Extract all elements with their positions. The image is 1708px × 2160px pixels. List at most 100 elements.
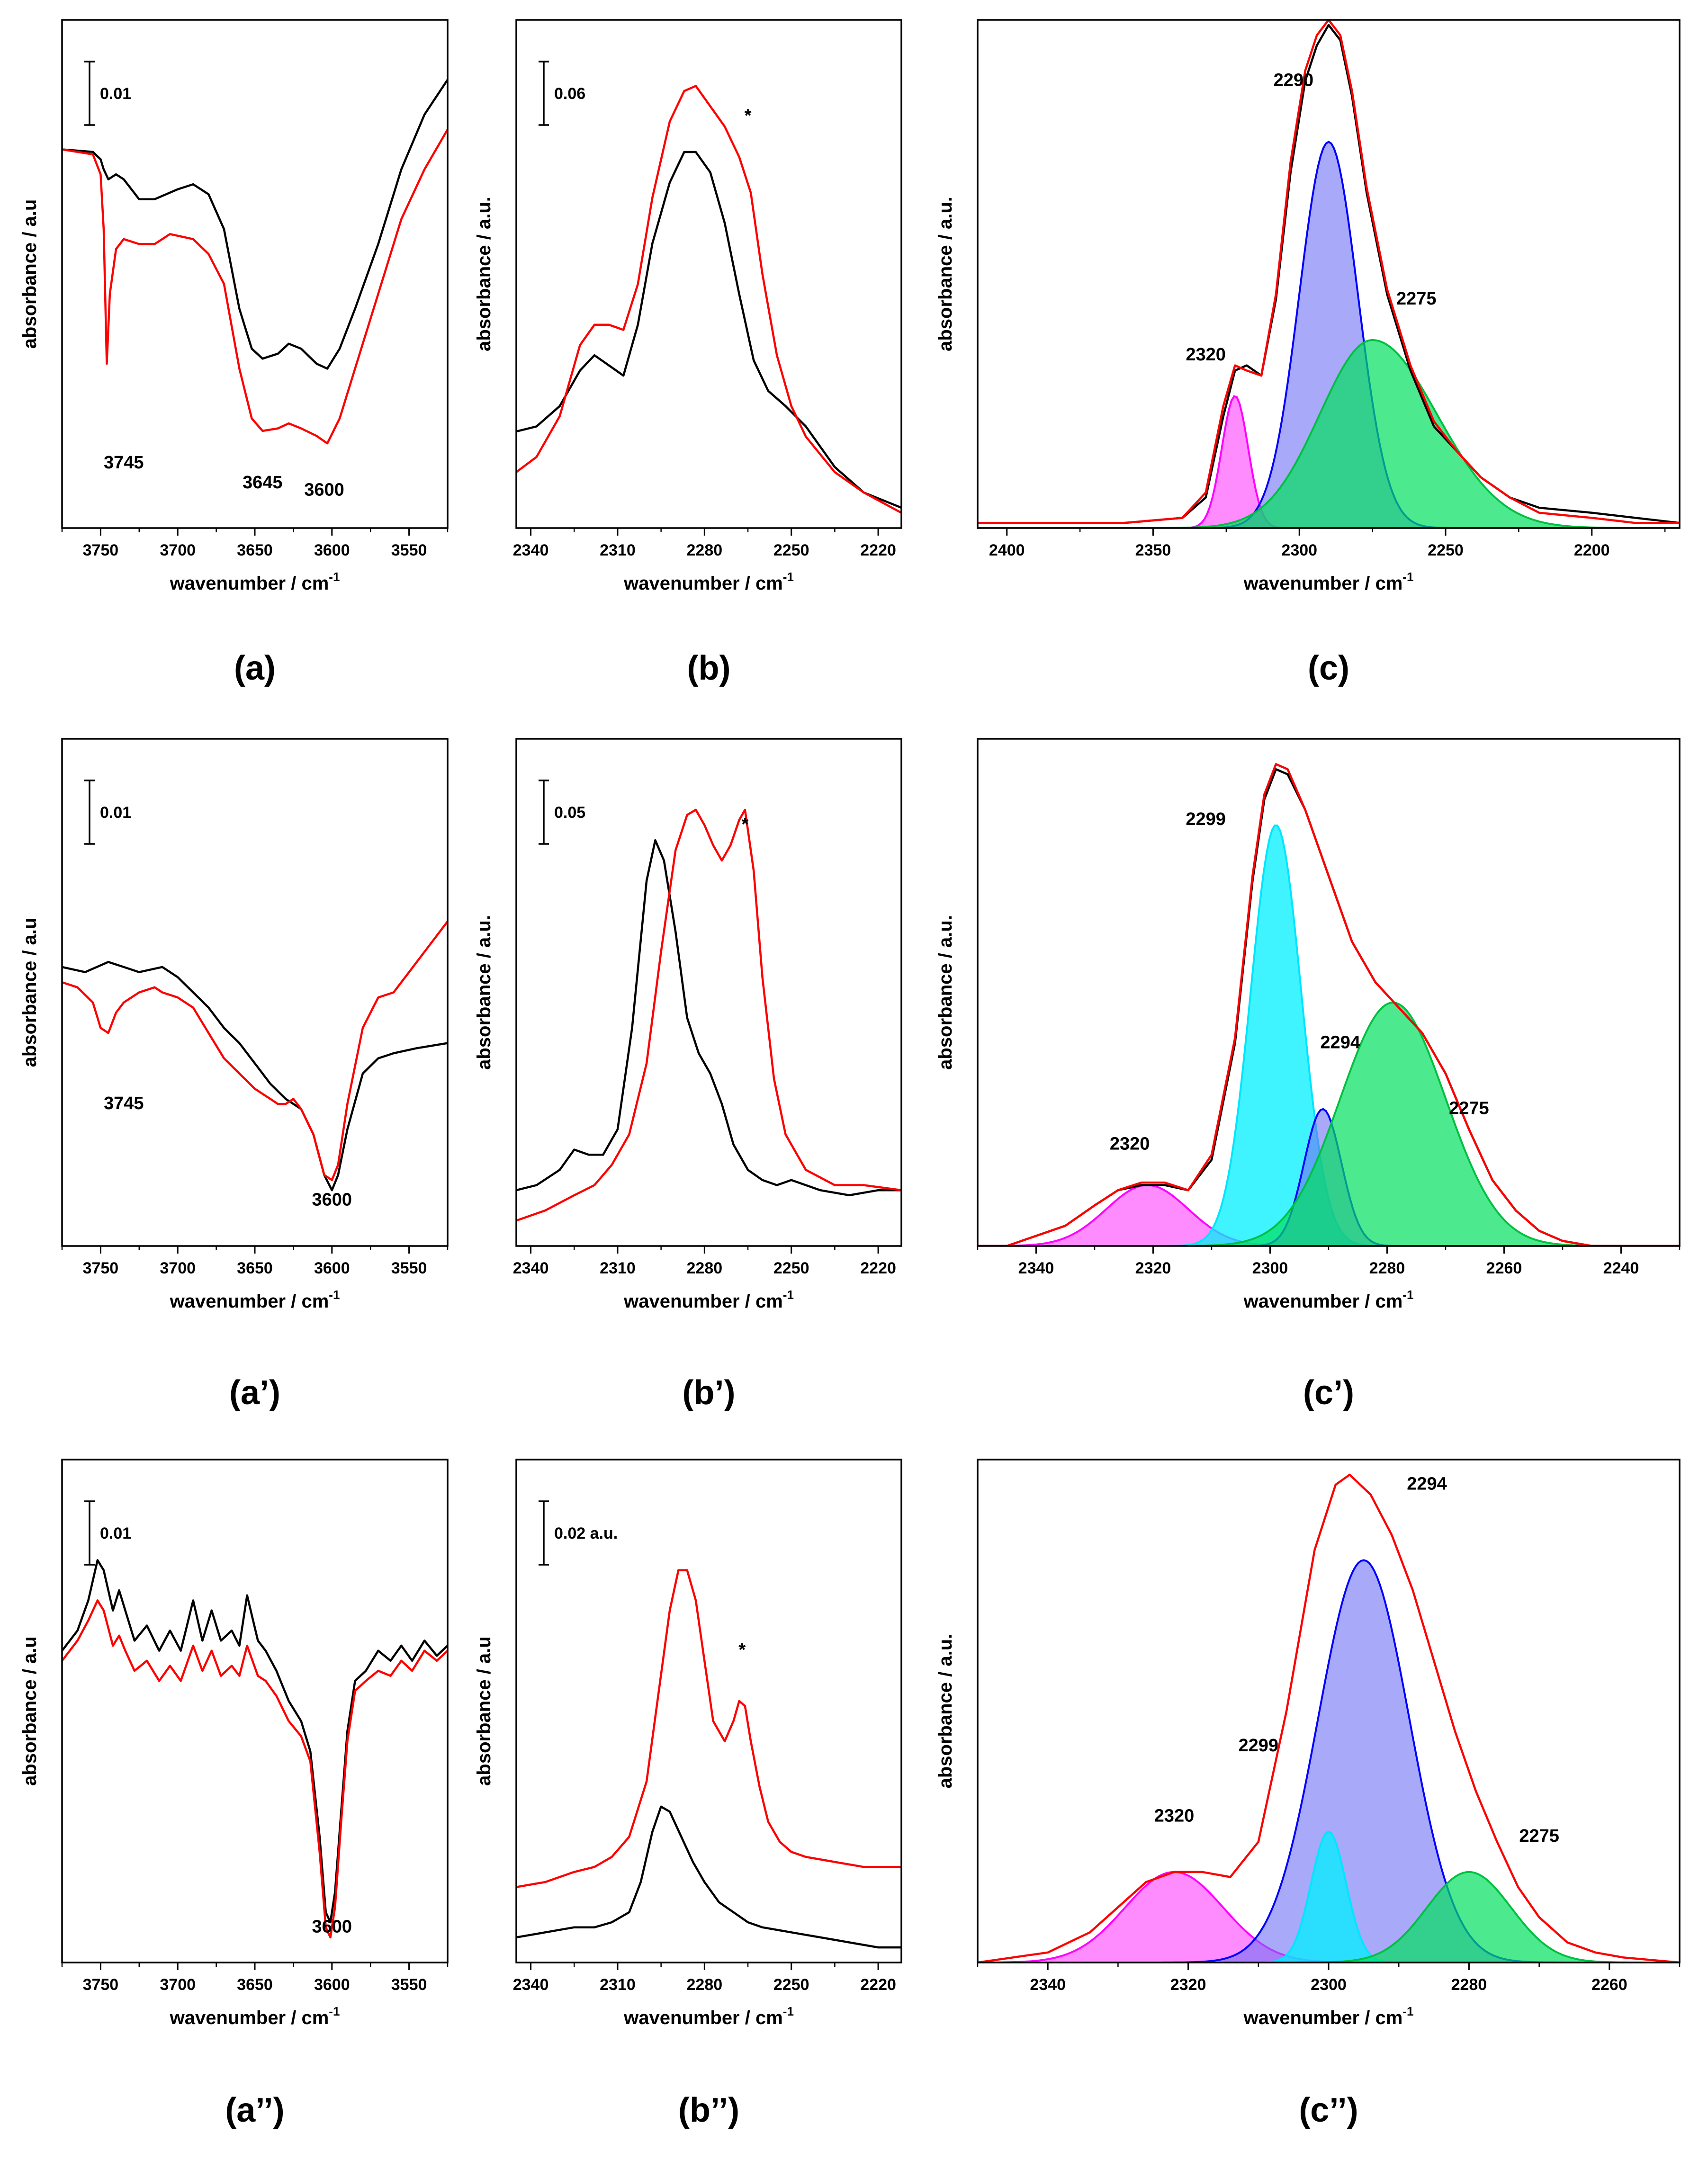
x-axis-label-text: wavenumber / cm [623,573,783,594]
y-axis-label: absorbance / a.u. [935,915,956,1070]
x-axis-label-sup: -1 [329,1288,340,1302]
panel-c: 2400 2350 2300 2250 2200 wavenumber / cm-1 abs… [935,19,1681,687]
x-tick-label: 2280 [687,541,723,559]
series-line-red [62,129,448,445]
annotation-2290: 2290 [1274,70,1314,90]
panel-label: (c) [1308,649,1349,687]
x-tick-label: 3550 [391,1976,427,1994]
scale-bar-label: 0.01 [100,1524,131,1542]
annotation-asterisk: * [742,815,749,834]
scale-bar-label: 0.01 [100,804,131,822]
y-axis-label: absorbance / a.u. [935,197,956,351]
peak-fill-2275 [978,340,1680,528]
plot-area [516,85,901,514]
panel-label: (b’) [683,1374,736,1412]
scale-bar-label: 0.06 [554,85,585,103]
panel-label: (c’’) [1299,2091,1358,2129]
annotation-2320: 2320 [1110,1134,1150,1154]
plot-area [516,808,901,1222]
annotation-3600: 3600 [312,1190,352,1210]
x-tick-label: 2220 [860,541,896,559]
annotation-asterisk: * [738,1640,746,1660]
x-tick-label: 3550 [391,1259,427,1277]
annotation-2294: 2294 [1320,1032,1360,1052]
annotation-3745: 3745 [104,1093,144,1113]
plot-frame [515,738,902,1247]
x-tick-label: 2200 [1574,541,1610,559]
x-tick-label: 2280 [687,1976,723,1994]
peak-fill-2275 [978,1872,1680,1963]
series-line-red [516,808,901,1222]
x-axis-label-sup: -1 [1402,1288,1413,1302]
y-axis-label: absorbance / a.u. [935,1634,956,1789]
annotation-2294: 2294 [1407,1474,1447,1494]
x-tick-label: 2300 [1252,1259,1288,1277]
peak-curve-2294 [978,1108,1680,1246]
x-tick-label: 3750 [83,1259,119,1277]
y-axis-label: absorbance / a.u. [474,197,494,351]
scale-bar [84,61,95,126]
x-axis-label: wavenumber / cm-1 [1243,2004,1414,2028]
panel-label: (a) [234,649,276,687]
panel-label: (b’’) [678,2091,739,2129]
annotation-2275: 2275 [1396,289,1437,309]
x-tick-label: 2350 [1135,541,1171,559]
panel-label: (c’) [1303,1374,1354,1412]
panel-b: 2340 2310 2280 2250 2220 wavenumber / cm-1 abs… [474,19,902,687]
x-axis-label-sup: -1 [329,2004,340,2018]
x-axis-label-text: wavenumber / cm [170,2008,329,2028]
panel-label: (a’) [229,1374,280,1412]
x-tick-label: 3550 [391,541,427,559]
scale-bar [84,780,95,845]
y-axis-label: absorbance / a.u. [474,915,494,1070]
y-axis-label: absorbance / a.u [19,1636,40,1786]
x-tick-label: 2250 [1428,541,1464,559]
x-tick-label: 3750 [83,541,119,559]
x-axis-label-sup: -1 [783,570,794,584]
x-tick-label: 2340 [513,1976,549,1994]
annotation-2299: 2299 [1239,1736,1279,1756]
x-tick-label: 2280 [687,1259,723,1277]
series-line-black [516,1805,901,1949]
plot-area [62,1559,448,1939]
plot-frame [977,19,1681,529]
plot-area [978,763,1680,1246]
peak-fill-2320 [978,1185,1680,1246]
x-axis-label-text: wavenumber / cm [623,2008,783,2028]
x-tick-label: 2310 [600,1976,636,1994]
x-tick-label: 3750 [83,1976,119,1994]
series-line-red [62,1599,448,1939]
peak-fill-2275 [978,1002,1680,1246]
x-tick-label: 3700 [160,1259,196,1277]
x-axis-label-sup: -1 [783,1288,794,1302]
panel-a: 3750 3700 3650 3600 3550 wavenumber / cm-1 abs… [19,19,449,687]
peak-curve-2275 [978,339,1680,528]
series-line-black [62,960,448,1192]
x-tick-label: 2310 [600,1259,636,1277]
x-tick-label: 2280 [1369,1259,1405,1277]
x-tick-label: 3650 [237,541,273,559]
x-axis-label-sup: -1 [1402,2004,1413,2018]
annotation-3645: 3645 [243,473,283,493]
panel-b1: 2340 2310 2280 2250 2220 wavenumber / cm-1 abs… [474,738,902,1412]
x-tick-label: 2280 [1451,1976,1487,1994]
series-line-red [978,1473,1680,1963]
x-axis-label-text: wavenumber / cm [1243,573,1403,594]
x-tick-label: 3650 [237,1259,273,1277]
x-axis-label-text: wavenumber / cm [1243,2008,1403,2028]
x-axis-label-sup: -1 [783,2004,794,2018]
x-tick-label: 2220 [860,1259,896,1277]
x-tick-label: 2220 [860,1976,896,1994]
panel-label: (b) [687,649,731,687]
plot-frame [515,19,902,529]
x-axis-label: wavenumber / cm-1 [623,570,794,594]
x-tick-label: 3600 [314,1976,350,1994]
x-tick-label: 3700 [160,541,196,559]
annotation-3600: 3600 [304,480,344,500]
x-tick-label: 3600 [314,541,350,559]
x-axis-label-text: wavenumber / cm [170,1291,329,1312]
scale-bar-label: 0.05 [554,804,585,822]
peak-curve-2299 [978,1830,1680,1963]
x-tick-label: 2260 [1591,1976,1627,1994]
